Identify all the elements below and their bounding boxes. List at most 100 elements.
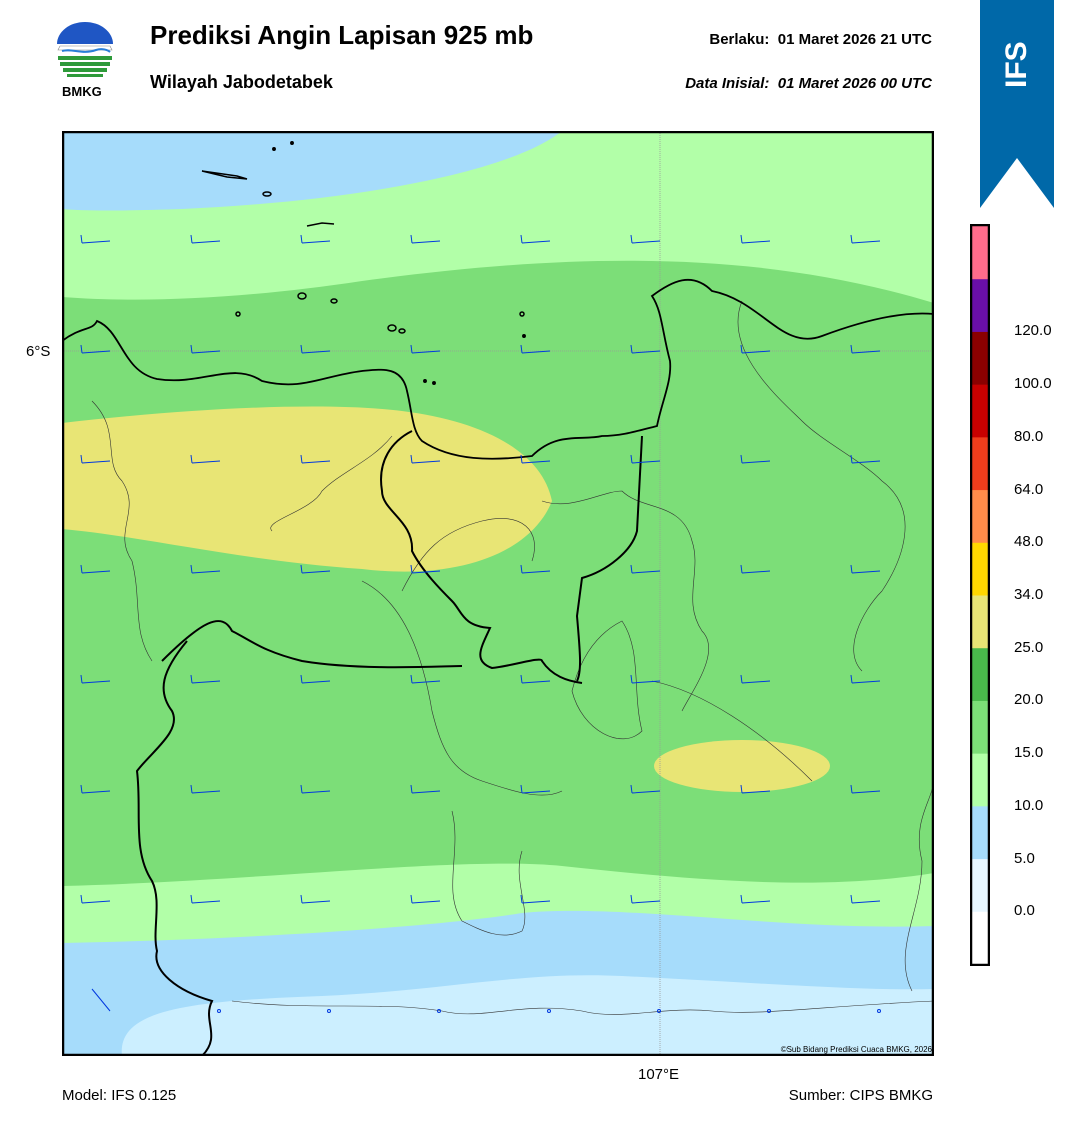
colorbar-swatch <box>972 647 988 701</box>
wind-barb <box>630 234 661 244</box>
wind-barb <box>410 344 441 354</box>
wind-barb <box>190 454 221 464</box>
init-label: Data Inisial: <box>685 75 770 92</box>
colorbar-swatch <box>972 753 988 807</box>
wind-barb <box>520 894 551 904</box>
wind-barb <box>410 784 441 794</box>
lat-label: 6°S <box>26 343 51 360</box>
logo-text: BMKG <box>62 84 102 99</box>
wind-barb <box>410 234 441 244</box>
valid-label: Berlaku: <box>709 31 770 48</box>
wind-barb <box>80 344 111 354</box>
colorbar-swatch <box>972 278 988 332</box>
colorbar-swatches <box>969 223 992 967</box>
valid-time: Berlaku: 01 Maret 2026 21 UTC <box>709 31 932 48</box>
colorbar-tick-label: 25.0 <box>1014 638 1044 656</box>
colorbar-tick-label: 100.0 <box>1014 375 1052 393</box>
model-badge: IFS <box>980 0 1054 208</box>
colorbar-tick-label: 64.0 <box>1014 480 1044 498</box>
wind-barb <box>80 784 111 794</box>
wind-barb <box>80 234 111 244</box>
wind-barb <box>80 454 111 464</box>
wind-barb <box>410 454 441 464</box>
colorbar-swatch <box>972 595 988 649</box>
bmkg-logo-icon <box>57 22 113 77</box>
wind-barb <box>740 234 771 244</box>
wind-barb <box>520 234 551 244</box>
wind-barbs <box>80 234 881 904</box>
wind-barb <box>80 674 111 684</box>
wind-barb <box>740 894 771 904</box>
wind-barb <box>850 454 881 464</box>
map-panel: ©Sub Bidang Prediksi Cuaca BMKG, 2026 <box>61 130 935 1057</box>
wind-barb <box>850 674 881 684</box>
wind-barb <box>630 674 661 684</box>
wind-barb <box>520 784 551 794</box>
wind-barb <box>630 894 661 904</box>
valid-time-value: 01 Maret 2026 21 UTC <box>777 31 932 48</box>
wind-barb <box>740 344 771 354</box>
colorbar-swatch <box>972 911 988 965</box>
colorbar-tick-label: 34.0 <box>1014 586 1044 603</box>
wind-barb <box>630 344 661 354</box>
wind-barb <box>300 454 331 464</box>
wind-barb <box>850 784 881 794</box>
colorbar-tick-label: 10.0 <box>1014 796 1044 814</box>
footer-model: Model: IFS 0.125 <box>62 1087 177 1104</box>
wind-barb <box>850 894 881 904</box>
wind-barb <box>740 564 771 574</box>
wind-barb <box>520 344 551 354</box>
wind-barb <box>740 674 771 684</box>
wind-barb <box>850 344 881 354</box>
wind-barb <box>80 564 111 574</box>
colorbar-tick-label: 48.0 <box>1014 533 1044 551</box>
colorbar-swatch <box>972 384 988 438</box>
init-time: Data Inisial: 01 Maret 2026 00 UTC <box>685 75 932 92</box>
wind-barb <box>190 674 221 684</box>
wind-barb <box>630 454 661 464</box>
colorbar-tick-label: 15.0 <box>1014 744 1044 762</box>
wind-barb <box>850 564 881 574</box>
colorbar-swatch <box>972 858 988 912</box>
wind-barb <box>300 784 331 794</box>
wind-barb <box>190 784 221 794</box>
wind-barb <box>190 234 221 244</box>
wind-barb <box>520 564 551 574</box>
wind-barb <box>630 784 661 794</box>
page-title: Prediksi Angin Lapisan 925 mb <box>150 20 534 50</box>
wind-barb <box>410 674 441 684</box>
wind-barb <box>740 454 771 464</box>
model-badge-text: IFS <box>1000 41 1033 88</box>
colorbar-swatch <box>972 542 988 596</box>
colorbar-swatch <box>972 700 988 754</box>
bmkg-logo: BMKG <box>52 20 118 102</box>
wind-barb <box>300 564 331 574</box>
page-subtitle: Wilayah Jabodetabek <box>150 72 333 92</box>
wind-barb <box>520 674 551 684</box>
calm-markers <box>91 988 881 1013</box>
colorbar <box>969 223 992 967</box>
wind-barb <box>850 234 881 244</box>
wind-barb <box>520 454 551 464</box>
colorbar-swatch <box>972 489 988 543</box>
wind-barb <box>300 344 331 354</box>
lon-label: 107°E <box>638 1066 680 1083</box>
colorbar-swatch <box>972 331 988 385</box>
wind-barb <box>300 894 331 904</box>
wind-barb <box>630 564 661 574</box>
wind-barb <box>410 894 441 904</box>
wind-barb <box>190 344 221 354</box>
colorbar-tick-label: 5.0 <box>1014 849 1035 867</box>
wind-barb <box>740 784 771 794</box>
wind-barb <box>190 564 221 574</box>
wind-speed-map <box>61 130 935 1057</box>
copyright-note: ©Sub Bidang Prediksi Cuaca BMKG, 2026 <box>780 1045 932 1054</box>
wind-barb <box>300 234 331 244</box>
init-time-value: 01 Maret 2026 00 UTC <box>777 75 932 92</box>
footer-source: Sumber: CIPS BMKG <box>788 1087 933 1104</box>
colorbar-swatch <box>972 805 988 860</box>
colorbar-swatch <box>972 436 988 491</box>
wind-barb <box>300 674 331 684</box>
colorbar-tick-label: 120.0 <box>1014 322 1052 340</box>
wind-barb <box>80 894 111 904</box>
